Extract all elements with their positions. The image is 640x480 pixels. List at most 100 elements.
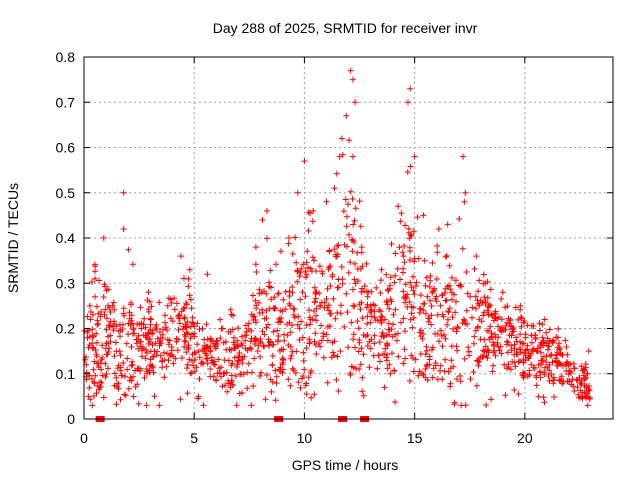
data-point <box>157 329 163 335</box>
data-point <box>461 317 468 324</box>
data-point <box>345 344 352 351</box>
data-point <box>303 322 310 329</box>
data-point <box>384 365 391 372</box>
data-point <box>294 267 301 274</box>
data-point <box>540 394 547 401</box>
data-point <box>128 301 134 308</box>
data-point <box>265 321 271 328</box>
data-point <box>317 343 324 350</box>
data-point <box>516 358 523 365</box>
data-point <box>159 357 166 364</box>
data-point <box>291 314 298 321</box>
data-point <box>407 279 414 286</box>
data-point <box>286 300 293 307</box>
data-point <box>352 280 359 287</box>
data-point <box>407 316 414 323</box>
data-point <box>252 336 259 343</box>
data-point <box>270 305 277 311</box>
data-point <box>201 336 208 343</box>
data-point <box>377 290 384 296</box>
data-point <box>488 334 495 341</box>
data-point <box>311 391 318 398</box>
data-point <box>470 340 477 347</box>
data-point <box>545 373 552 379</box>
data-point <box>120 226 127 232</box>
data-point <box>328 311 335 317</box>
data-point <box>318 337 325 344</box>
data-point <box>419 335 426 342</box>
data-point <box>261 331 268 338</box>
data-point <box>364 301 371 308</box>
data-point <box>117 367 124 374</box>
data-point <box>532 332 539 338</box>
data-point <box>364 320 371 327</box>
data-point <box>390 321 396 328</box>
data-point <box>143 366 150 372</box>
data-point <box>385 326 392 333</box>
data-point <box>453 343 460 350</box>
data-point <box>477 336 484 343</box>
data-point <box>355 348 362 355</box>
data-point <box>208 354 215 361</box>
data-point <box>225 328 232 335</box>
data-point <box>147 356 154 363</box>
data-point <box>586 394 593 401</box>
data-point <box>217 316 224 323</box>
data-point <box>526 367 533 374</box>
data-point <box>103 287 110 294</box>
data-point <box>537 349 544 356</box>
data-point <box>219 383 226 390</box>
data-point <box>118 372 125 379</box>
data-point <box>348 319 355 326</box>
data-point <box>364 342 371 349</box>
data-point <box>538 339 545 346</box>
data-point <box>152 324 159 330</box>
data-point <box>94 321 101 328</box>
y-tick-label: 0.7 <box>56 94 76 110</box>
data-point <box>274 327 281 334</box>
data-point <box>371 340 378 347</box>
data-point <box>533 374 540 381</box>
data-point <box>114 365 121 372</box>
data-point <box>582 364 589 371</box>
data-point <box>289 365 296 372</box>
data-point <box>499 324 505 331</box>
data-point <box>547 352 554 359</box>
data-point <box>141 374 148 381</box>
data-point <box>434 331 441 337</box>
data-point <box>363 288 370 295</box>
data-point <box>406 378 413 384</box>
data-point <box>367 319 374 326</box>
data-point <box>111 353 118 360</box>
data-point <box>277 368 284 375</box>
data-point <box>490 339 496 346</box>
data-point <box>344 309 351 316</box>
data-point <box>184 390 191 397</box>
data-point <box>111 318 118 325</box>
data-point <box>463 269 470 275</box>
data-point <box>193 364 200 371</box>
data-point <box>140 332 147 338</box>
data-point <box>349 195 356 202</box>
data-point <box>94 303 100 310</box>
data-point <box>263 307 270 314</box>
data-point <box>394 337 400 344</box>
data-point <box>556 340 562 347</box>
data-point <box>475 300 482 307</box>
data-point <box>159 331 166 338</box>
data-point <box>411 291 418 298</box>
data-point <box>538 357 545 364</box>
data-point <box>267 376 274 383</box>
data-point <box>463 307 470 314</box>
data-point <box>247 344 253 351</box>
data-point <box>506 323 513 329</box>
data-point <box>361 283 368 289</box>
data-point <box>101 311 108 318</box>
data-point <box>583 382 590 389</box>
data-point <box>285 342 292 349</box>
data-point <box>411 153 418 160</box>
data-point <box>377 308 384 315</box>
data-point <box>117 321 123 328</box>
data-point <box>326 264 333 271</box>
data-point <box>139 353 145 360</box>
